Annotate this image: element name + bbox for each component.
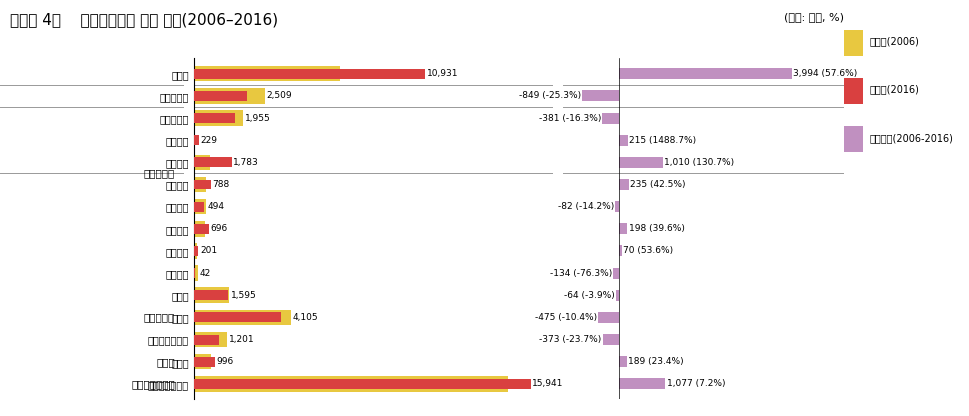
Bar — [194, 221, 204, 237]
Bar — [194, 135, 199, 145]
Text: 4,105: 4,105 — [292, 313, 318, 322]
Bar — [194, 287, 229, 303]
Bar — [612, 267, 618, 279]
Text: 비임금근로: 비임금근로 — [143, 312, 174, 322]
Text: 42: 42 — [200, 269, 210, 277]
Bar — [618, 179, 628, 190]
Text: 인원수(2016): 인원수(2016) — [868, 84, 918, 95]
Bar — [843, 78, 861, 104]
Text: (단위: 천명, %): (단위: 천명, %) — [783, 12, 843, 22]
Bar — [194, 310, 291, 325]
Text: 215 (1488.7%): 215 (1488.7%) — [629, 136, 696, 145]
Bar — [615, 290, 618, 301]
Bar — [194, 110, 243, 126]
Text: 201: 201 — [200, 246, 217, 255]
Bar — [614, 201, 618, 212]
Text: 1,595: 1,595 — [231, 291, 256, 300]
Bar — [598, 312, 618, 323]
Bar — [194, 157, 232, 167]
Text: 996: 996 — [216, 357, 234, 366]
Bar — [194, 243, 197, 259]
Bar — [194, 357, 215, 366]
Bar — [194, 177, 205, 192]
Bar — [194, 265, 198, 281]
Text: 229: 229 — [201, 136, 217, 145]
Text: 70 (53.6%): 70 (53.6%) — [622, 246, 672, 255]
Bar — [618, 157, 662, 168]
Text: 3,994 (57.6%): 3,994 (57.6%) — [793, 69, 857, 78]
Bar — [843, 30, 861, 56]
Text: 2,509: 2,509 — [266, 92, 292, 100]
Text: -373 (-23.7%): -373 (-23.7%) — [539, 335, 601, 344]
Bar — [194, 91, 247, 101]
Bar — [194, 155, 210, 170]
Bar — [618, 356, 626, 367]
Text: 788: 788 — [212, 180, 230, 189]
Text: 〈그림 4〉    경제활동인구 전체 변화(2006–2016): 〈그림 4〉 경제활동인구 전체 변화(2006–2016) — [10, 12, 277, 27]
Text: 임금노동자: 임금노동자 — [143, 168, 174, 178]
Bar — [194, 202, 204, 212]
Bar — [194, 69, 424, 79]
Text: -849 (-25.3%): -849 (-25.3%) — [518, 92, 580, 100]
Text: 10,931: 10,931 — [426, 69, 457, 78]
Text: 198 (39.6%): 198 (39.6%) — [628, 224, 684, 233]
Text: 실업자: 실업자 — [156, 357, 174, 366]
Text: 235 (42.5%): 235 (42.5%) — [630, 180, 685, 189]
Bar — [618, 68, 791, 79]
Text: -381 (-16.3%): -381 (-16.3%) — [538, 114, 601, 123]
Bar — [602, 334, 618, 345]
Bar — [194, 224, 208, 234]
Text: 1,783: 1,783 — [234, 158, 259, 167]
Bar — [602, 112, 618, 124]
Text: -64 (-3.9%): -64 (-3.9%) — [563, 291, 614, 300]
Bar — [618, 223, 627, 234]
Bar — [194, 376, 508, 391]
Text: 189 (23.4%): 189 (23.4%) — [628, 357, 683, 366]
Text: 15,941: 15,941 — [532, 379, 563, 389]
Bar — [618, 245, 621, 257]
Text: 인원수(2006): 인원수(2006) — [868, 37, 918, 47]
Bar — [194, 332, 227, 347]
Text: -475 (-10.4%): -475 (-10.4%) — [534, 313, 596, 322]
Text: -134 (-76.3%): -134 (-76.3%) — [549, 269, 611, 277]
Bar — [194, 354, 211, 369]
Text: 1,955: 1,955 — [245, 114, 270, 123]
Bar — [194, 66, 340, 82]
Bar — [843, 126, 861, 152]
Text: 1,010 (130.7%): 1,010 (130.7%) — [663, 158, 734, 167]
Bar — [618, 378, 665, 389]
Text: 494: 494 — [207, 202, 225, 211]
Text: 증감인원(2006-2016): 증감인원(2006-2016) — [868, 133, 952, 143]
Text: 1,077 (7.2%): 1,077 (7.2%) — [666, 379, 725, 389]
Text: 비경제활동인구: 비경제활동인구 — [131, 379, 174, 389]
Bar — [194, 312, 280, 322]
Bar — [194, 113, 235, 123]
Bar — [581, 90, 618, 102]
Bar — [194, 379, 530, 389]
Bar — [194, 88, 265, 104]
Bar — [194, 334, 219, 344]
Bar — [194, 199, 206, 214]
Text: 1,201: 1,201 — [229, 335, 254, 344]
Text: 696: 696 — [210, 224, 228, 233]
Bar — [618, 135, 628, 146]
Text: -82 (-14.2%): -82 (-14.2%) — [557, 202, 613, 211]
Bar — [194, 290, 228, 300]
Bar — [194, 180, 210, 189]
Bar — [194, 246, 198, 256]
